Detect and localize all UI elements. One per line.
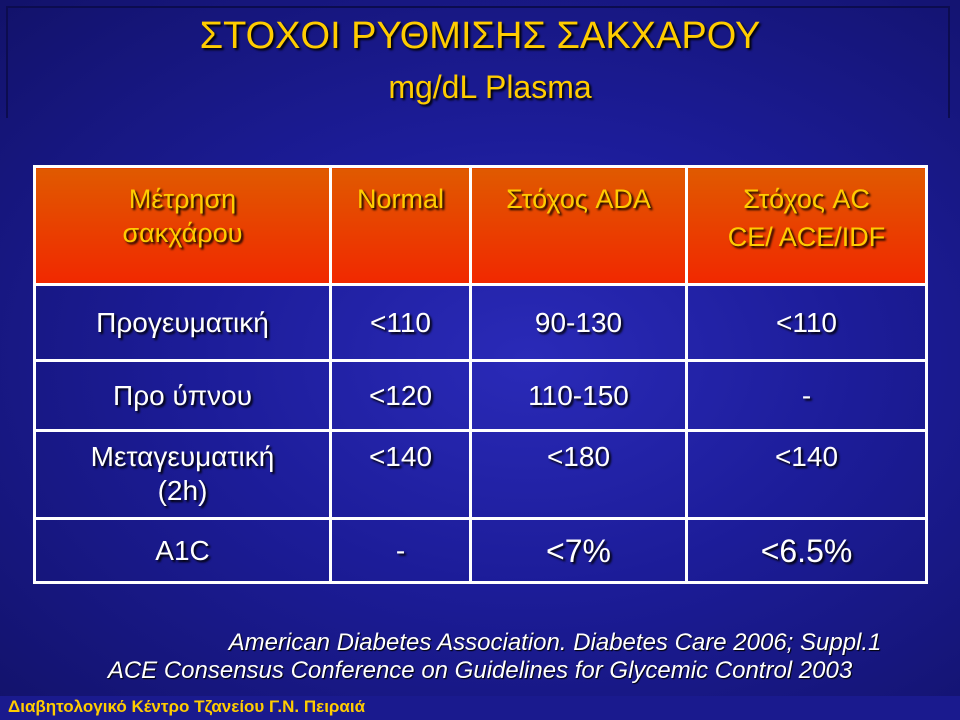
header-measure-line2: σακχάρου xyxy=(122,218,243,248)
header-normal-label: Normal xyxy=(356,184,444,214)
cell-ada: <180 xyxy=(469,429,688,520)
cell-normal: <120 xyxy=(329,359,472,432)
table-header-row: Μέτρηση σακχάρου Normal Στόχος ADA Στόχο… xyxy=(33,165,928,286)
row-label: Μεταγευματική (2h) xyxy=(33,429,332,520)
table-row: Προ ύπνου <120 110-150 - xyxy=(33,359,928,432)
header-normal: Normal xyxy=(329,165,472,286)
slide-subtitle: mg/dL Plasma xyxy=(388,69,592,105)
row-label: Προ ύπνου xyxy=(33,359,332,432)
table-row: A1C - <7% <6.5% xyxy=(33,517,928,584)
cell-normal: <140 xyxy=(329,429,472,520)
row-label-line1: Προγευματική xyxy=(96,306,269,338)
footnote-ada: American Diabetes Association. Diabetes … xyxy=(228,629,882,656)
cell-ada: <7% xyxy=(469,517,688,584)
cell-ac: - xyxy=(685,359,928,432)
row-label-line1: Μεταγευματική xyxy=(90,441,275,472)
title-frame xyxy=(6,6,950,118)
row-label: A1C xyxy=(33,517,332,584)
row-label-line1: Προ ύπνου xyxy=(112,379,252,411)
header-ac: Στόχος AC CE/ ACE/IDF xyxy=(685,165,928,286)
table-row: Προγευματική <110 90-130 <110 xyxy=(33,283,928,362)
footnote-ace: ACE Consensus Conference on Guidelines f… xyxy=(107,657,853,684)
header-measure-line1: Μέτρηση xyxy=(128,184,237,214)
row-label-line2: (2h) xyxy=(157,475,208,506)
header-ada-label: Στόχος ADA xyxy=(506,184,651,214)
slide-title: ΣΤΟΧΟΙ ΡΥΘΜΙΣΗΣ ΣΑΚΧΑΡΟΥ xyxy=(199,15,761,57)
table-row: Μεταγευματική (2h) <140 <180 <140 xyxy=(33,429,928,520)
cell-ac: <6.5% xyxy=(685,517,928,584)
header-measure: Μέτρηση σακχάρου xyxy=(33,165,332,286)
cell-ac: <110 xyxy=(685,283,928,362)
cell-normal: <110 xyxy=(329,283,472,362)
header-ac-line1: Στόχος AC xyxy=(743,184,870,214)
cell-normal: - xyxy=(329,517,472,584)
header-ada: Στόχος ADA xyxy=(469,165,688,286)
cell-ada: 110-150 xyxy=(469,359,688,432)
cell-ac: <140 xyxy=(685,429,928,520)
row-label-line1: A1C xyxy=(155,534,210,566)
footer-bar: Διαβητολογικό Κέντρο Τζανείου Γ.Ν. Πειρα… xyxy=(0,696,960,720)
header-ac-line2: CE/ ACE/IDF xyxy=(727,222,886,252)
footer-text: Διαβητολογικό Κέντρο Τζανείου Γ.Ν. Πειρα… xyxy=(8,697,366,716)
glucose-targets-table: Μέτρηση σακχάρου Normal Στόχος ADA Στόχο… xyxy=(33,165,928,584)
row-label: Προγευματική xyxy=(33,283,332,362)
cell-ada: 90-130 xyxy=(469,283,688,362)
